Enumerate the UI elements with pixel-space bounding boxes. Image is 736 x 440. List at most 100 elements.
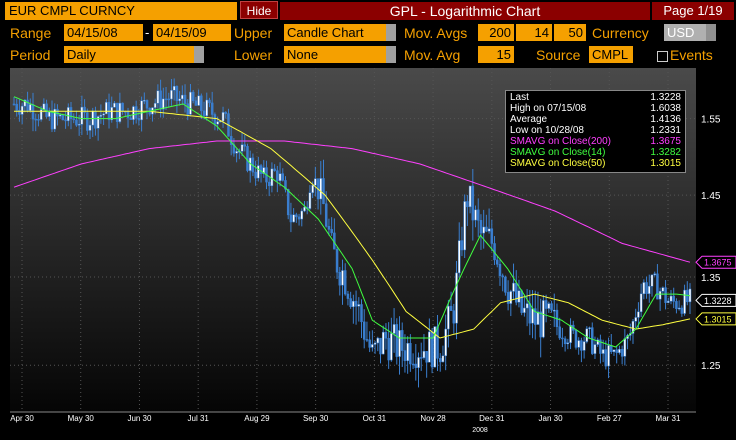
price-tag-box	[695, 312, 736, 326]
chevron-down-icon[interactable]	[706, 24, 716, 41]
candle-body	[620, 349, 624, 357]
candle-body	[94, 110, 97, 129]
sma14-line	[13, 96, 691, 348]
candle-body	[379, 337, 382, 355]
candle-body	[273, 168, 276, 171]
candle-body	[167, 98, 170, 101]
candle-body	[441, 355, 445, 363]
candle-body	[534, 308, 537, 325]
candle-body	[64, 119, 67, 122]
candle-body	[113, 102, 116, 108]
candle-body	[487, 228, 491, 232]
candle-body	[105, 102, 108, 115]
candle-body	[645, 282, 648, 294]
source-field[interactable]: CMPL	[589, 46, 633, 63]
price-tag: 1.3675	[695, 255, 736, 269]
candle-body	[371, 344, 374, 348]
security-field[interactable]: EUR CMPL CURNCY	[5, 2, 237, 20]
period-select[interactable]: Daily	[64, 46, 204, 63]
chevron-down-icon[interactable]	[386, 46, 396, 63]
candle-body	[395, 324, 399, 357]
candle-body	[48, 111, 51, 117]
end-date-field[interactable]: 04/15/09	[153, 24, 231, 41]
candle-body	[563, 338, 567, 345]
legend-value: 1.4136	[650, 114, 681, 125]
candle-body	[80, 106, 84, 125]
candle-body	[658, 290, 662, 300]
candle-body	[463, 201, 466, 251]
candle-body	[457, 240, 461, 274]
candle-body	[134, 106, 138, 119]
source-label: Source	[536, 47, 581, 63]
candle-body	[50, 111, 54, 130]
x-tick-label: Aug 29	[244, 414, 270, 423]
candle-body	[213, 114, 217, 125]
lower-select[interactable]: None	[284, 46, 396, 63]
candle-body	[528, 303, 532, 324]
candle-body	[612, 349, 616, 352]
candle-body	[235, 151, 238, 154]
y-tick-label: 1.55	[701, 115, 721, 126]
candle-body	[447, 305, 450, 330]
start-date-field[interactable]: 04/15/08	[64, 24, 143, 41]
candle-body	[381, 331, 385, 355]
candle-body	[669, 295, 673, 302]
candle-body	[398, 330, 401, 357]
candle-body	[338, 272, 342, 286]
lower-select-value: None	[287, 47, 319, 62]
candle-body	[357, 304, 361, 307]
candle-body	[623, 338, 627, 357]
candle-body	[284, 180, 287, 190]
events-checkbox[interactable]	[657, 51, 668, 62]
candle-body	[637, 311, 640, 318]
candle-body	[189, 91, 192, 115]
candle-body	[536, 311, 540, 325]
candle-body	[210, 102, 214, 115]
candle-body	[115, 102, 119, 122]
candle-body	[501, 275, 504, 278]
currency-select[interactable]: USD	[664, 24, 716, 41]
candle-body	[186, 103, 190, 115]
candle-body	[58, 114, 62, 117]
candle-body	[257, 165, 260, 179]
chevron-down-icon[interactable]	[194, 46, 204, 63]
x-tick-label: May 30	[68, 414, 95, 423]
candle-body	[531, 308, 534, 324]
price-tag-box	[695, 293, 736, 307]
legend-label: Last	[510, 92, 529, 103]
candle-body	[677, 307, 681, 310]
candle-body	[460, 240, 464, 251]
candle-body	[140, 100, 143, 121]
candle-body	[544, 300, 548, 309]
candle-body	[444, 328, 447, 357]
candle-body	[162, 98, 165, 110]
x-tick-label: Jul 31	[188, 414, 210, 423]
mov-avg-field[interactable]: 15	[478, 46, 514, 63]
chevron-down-icon[interactable]	[386, 24, 396, 41]
legend-row: High on 07/15/08 1.6038	[510, 104, 681, 115]
candle-body	[319, 178, 323, 200]
controls-row-1: Range 04/15/08 - 04/15/09 Upper Candle C…	[0, 23, 736, 43]
candle-body	[259, 165, 263, 174]
candle-body	[485, 226, 488, 232]
candle-body	[200, 95, 203, 112]
candle-body	[574, 330, 578, 348]
upper-select[interactable]: Candle Chart	[284, 24, 396, 41]
candle-body	[490, 228, 494, 244]
x-tick-label: Feb 27	[597, 414, 622, 423]
candle-body	[153, 103, 157, 108]
currency-select-value: USD	[667, 25, 695, 40]
mov-avg-2-field[interactable]: 14	[516, 24, 552, 41]
candle-body	[428, 331, 431, 363]
hide-button[interactable]: Hide	[240, 1, 278, 19]
mov-avg-3-field[interactable]: 50	[554, 24, 586, 41]
candle-body	[352, 300, 355, 307]
candle-body	[216, 121, 219, 125]
currency-label: Currency	[592, 25, 649, 41]
page-indicator[interactable]: Page 1/19	[652, 2, 734, 20]
chart-area[interactable]: 1.55 1.45 1.35 1.25 Apr 30 May 30 Jun 30 Jul 3…	[10, 68, 736, 437]
candle-body	[170, 90, 173, 100]
mov-avg-1-field[interactable]: 200	[478, 24, 514, 41]
upper-select-value: Candle Chart	[287, 25, 364, 40]
legend-label: SMAVG on Close(14)	[510, 147, 606, 158]
